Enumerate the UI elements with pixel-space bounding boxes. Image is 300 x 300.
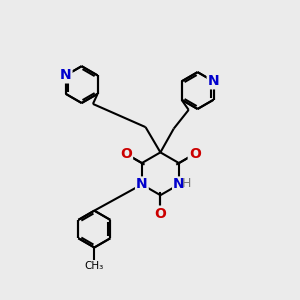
Text: N: N [60,68,71,83]
Text: N: N [208,74,219,88]
Text: O: O [189,147,201,161]
Text: CH₃: CH₃ [85,262,104,272]
Text: H: H [182,177,191,190]
Text: O: O [154,207,166,220]
Text: N: N [136,178,148,191]
Text: O: O [120,147,132,161]
Text: N: N [173,178,185,191]
